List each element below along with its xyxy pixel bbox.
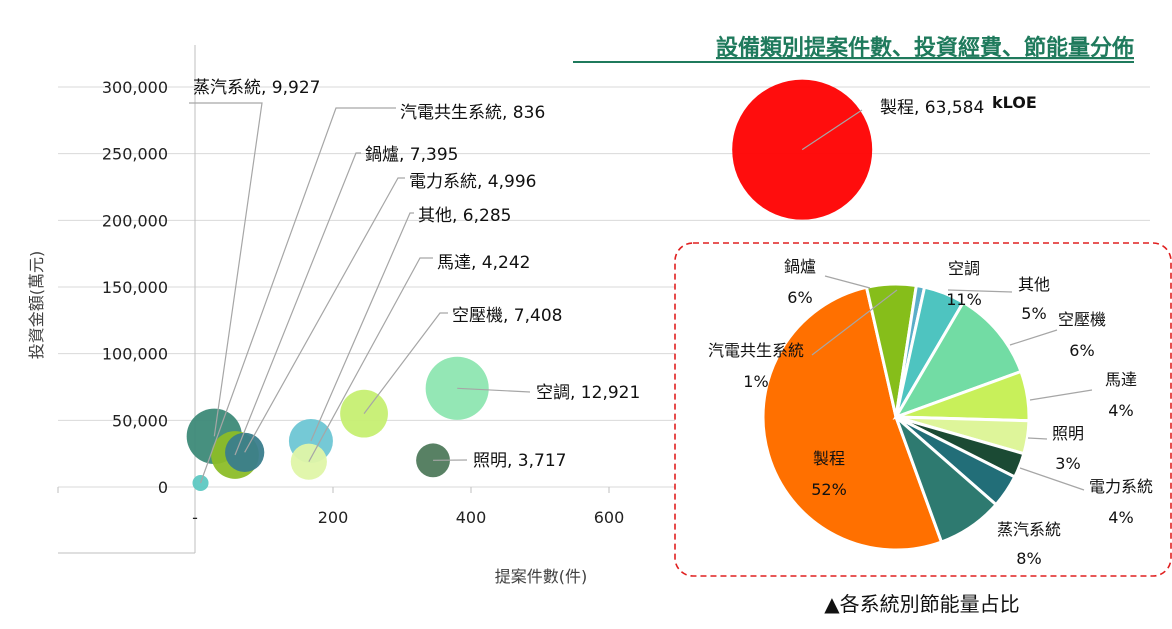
pie-label-pct-電力系統: 4% xyxy=(1108,508,1133,527)
pie-label-pct-照明: 3% xyxy=(1055,454,1080,473)
pie-leader-lines xyxy=(811,275,1093,491)
y-tick-label: 0 xyxy=(158,478,168,497)
bubble-label-蒸汽系統: 蒸汽系統, 9,927 xyxy=(193,78,320,98)
bubble-label-照明: 照明, 3,717 xyxy=(473,451,566,471)
pie-label-pct-汽電共生系統: 1% xyxy=(743,372,768,391)
pie-label-name-馬達: 馬達 xyxy=(1105,370,1137,389)
pie-label-name-鍋爐: 鍋爐 xyxy=(784,257,816,276)
bubble-label-製程: 製程, 63,584 xyxy=(880,98,984,118)
y-axis-title: 投資金額(萬元) xyxy=(27,251,46,360)
bubble-leader-lines xyxy=(189,102,863,484)
bubble-label-空壓機: 空壓機, 7,408 xyxy=(452,306,562,326)
pie-label-name-其他: 其他 xyxy=(1018,275,1050,294)
pie-label-pct-馬達: 4% xyxy=(1108,401,1133,420)
y-tick-label: 200,000 xyxy=(102,211,168,230)
bubble-leader-蒸汽系統 xyxy=(189,102,263,437)
y-tick-label: 150,000 xyxy=(102,278,168,297)
pie-label-pct-蒸汽系統: 8% xyxy=(1016,549,1041,568)
x-axis-title: 提案件數(件) xyxy=(495,567,588,586)
x-tick-label: 600 xyxy=(594,508,625,527)
bubble-labels: 製程, 63,584 空調, 12,921 空壓機, 7,408 照明, 3,717 馬… xyxy=(193,78,984,471)
x-tick-label: 400 xyxy=(456,508,487,527)
pie-leader-電力系統 xyxy=(1019,467,1085,491)
bubble-label-其他: 其他, 6,285 xyxy=(418,206,511,226)
bubble-label-馬達: 馬達, 4,242 xyxy=(437,253,530,273)
bubble-label-鍋爐: 鍋爐, 7,395 xyxy=(365,145,458,165)
pie-label-pct-其他: 5% xyxy=(1021,304,1046,323)
pie-label-pct-空調: 11% xyxy=(946,290,982,309)
pie-label-name-空壓機: 空壓機 xyxy=(1058,310,1106,329)
pie-slice-其他 xyxy=(892,300,1023,420)
bubble-leader-空壓機 xyxy=(363,312,448,415)
bubble-label-空調: 空調, 12,921 xyxy=(536,383,640,403)
bubble-leader-製程 xyxy=(801,109,863,151)
bubble-空調 xyxy=(425,356,489,420)
pie-leader-其他 xyxy=(947,289,1013,293)
bubble-leader-空調 xyxy=(457,387,531,393)
bubble-leader-電力系統 xyxy=(244,177,405,453)
x-tick-label: - xyxy=(192,508,198,527)
bubble-leader-汽電共生系統 xyxy=(199,107,396,484)
pie-labels: 製程 52% 鍋爐 6% 汽電共生系統 1% 空調 11% 其他 5% 空壓機 6% 馬達 4% 照明 3% 電… xyxy=(708,257,1153,568)
pie-leader-照明 xyxy=(1027,437,1048,440)
pie-leader-汽電共生系統 xyxy=(811,289,898,356)
pie-leader-馬達 xyxy=(1029,389,1093,401)
x-tick-label: 200 xyxy=(318,508,349,527)
pie-slice-製程 xyxy=(761,285,944,552)
bubble-leader-其他 xyxy=(310,212,414,442)
bubble-label-電力系統: 電力系統, 4,996 xyxy=(409,172,536,192)
y-tick-label: 300,000 xyxy=(102,78,168,97)
pie-leader-鍋爐 xyxy=(824,275,871,289)
bubble-leader-鍋爐 xyxy=(234,152,361,456)
pie-label-name-空調: 空調 xyxy=(948,259,980,278)
pie-label-name-汽電共生系統: 汽電共生系統 xyxy=(708,341,804,360)
y-tick-label: 250,000 xyxy=(102,145,168,164)
pie-label-name-照明: 照明 xyxy=(1052,424,1084,443)
pie-chart xyxy=(761,282,1031,552)
pie-label-name-蒸汽系統: 蒸汽系統 xyxy=(997,520,1061,539)
pie-label-pct-製程: 52% xyxy=(811,480,847,499)
gridlines xyxy=(58,86,1150,488)
pie-label-pct-鍋爐: 6% xyxy=(787,288,812,307)
bubble-label-汽電共生系統: 汽電共生系統, 836 xyxy=(400,103,545,123)
pie-leader-空壓機 xyxy=(1009,329,1058,346)
pie-label-name-電力系統: 電力系統 xyxy=(1089,477,1153,496)
y-tick-label: 50,000 xyxy=(112,411,168,430)
y-tick-label: 100,000 xyxy=(102,345,168,364)
pie-label-pct-空壓機: 6% xyxy=(1069,341,1094,360)
chart-title: 設備類別提案件數、投資經費、節能量分佈 xyxy=(716,35,1134,61)
bubble-leader-馬達 xyxy=(308,257,433,462)
size-unit-label: kLOE xyxy=(992,93,1037,112)
pie-slice-蒸汽系統 xyxy=(894,415,999,544)
pie-caption: ▲各系統別節能量占比 xyxy=(824,592,1019,616)
pie-label-name-製程: 製程 xyxy=(813,449,845,468)
